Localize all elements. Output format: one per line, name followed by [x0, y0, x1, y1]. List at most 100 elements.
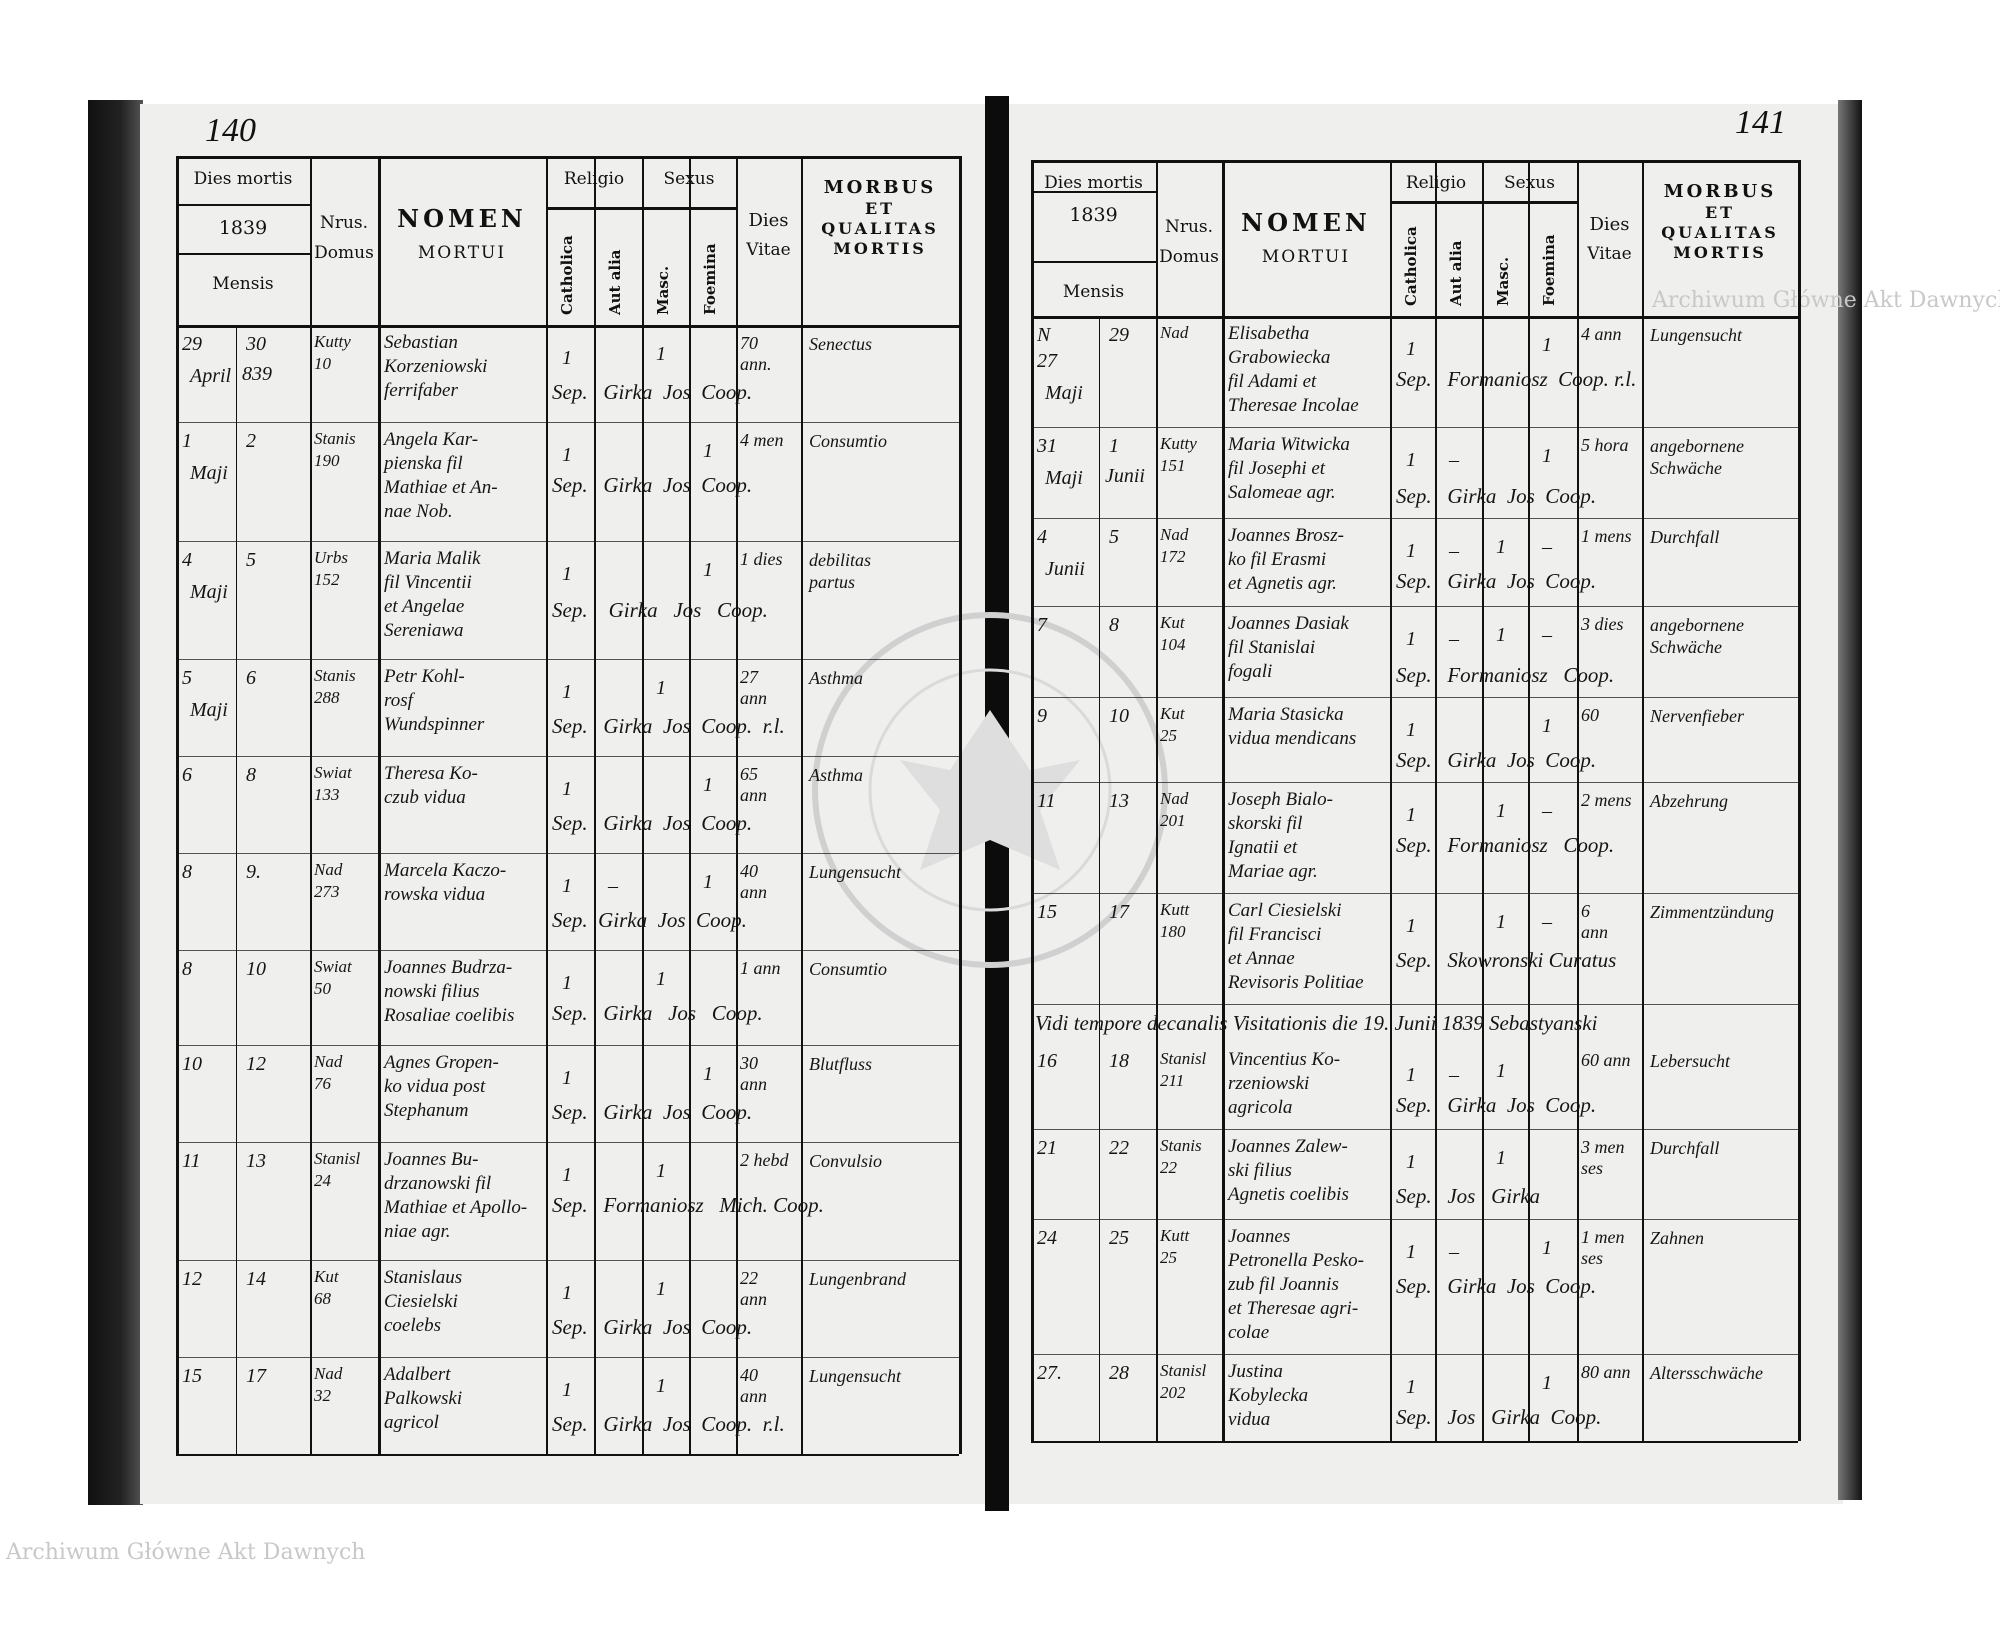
- foemina-mark: –: [1542, 623, 1552, 646]
- morbus-cause: Senectus: [809, 334, 872, 354]
- header-qualitas: QUALITAS: [821, 219, 939, 238]
- header-aut-alia: Aut alia: [606, 249, 624, 315]
- dies-vitae: 80 ann: [1581, 1361, 1631, 1382]
- house-number: Stanis 288: [314, 666, 356, 708]
- left-column-rule: [546, 156, 548, 1454]
- masc-mark: 1: [656, 677, 666, 700]
- header-nomen: NOMEN: [397, 204, 527, 233]
- masc-mark: 1: [656, 1159, 666, 1182]
- catholica-mark: 1: [1406, 540, 1416, 563]
- sepelivit-line: Sep. Girka Jos Coop.: [552, 380, 753, 404]
- masc-mark: 1: [1496, 799, 1506, 822]
- morbus-cause: Zimmentzündung: [1650, 902, 1775, 923]
- dies-vitae: 40 ann: [740, 1365, 767, 1407]
- burial-day: 13: [1109, 789, 1129, 812]
- house-number: Stanis 190: [314, 428, 356, 470]
- deceased-name: Agnes Gropen- ko vidua post Stephanum: [384, 1051, 499, 1121]
- month-extra: Junii: [1105, 465, 1145, 488]
- stamp-ring: [812, 612, 1168, 968]
- right-row-rule: [1031, 697, 1798, 698]
- deceased-name: Petr Kohl- rosf Wundspinner: [384, 666, 485, 736]
- right-column-rule: [1222, 160, 1225, 1441]
- header-morbus: MORBUS: [1663, 181, 1777, 202]
- house-number: Kutt 180: [1160, 900, 1190, 942]
- right-column-rule: [1390, 160, 1392, 1441]
- catholica-mark: 1: [562, 1066, 572, 1089]
- burial-day: 6: [246, 667, 256, 690]
- death-day: 27.: [1037, 1361, 1062, 1384]
- death-day: 6: [182, 764, 192, 787]
- right-row-rule: [1031, 1354, 1798, 1355]
- dies-vitae: 70 ann.: [740, 333, 772, 374]
- header-et: ET: [864, 199, 896, 218]
- header-nrus: Nrus.: [319, 213, 369, 233]
- sepelivit-line: Sep. Skowronski Curatus: [1396, 948, 1617, 973]
- right-column-rule: [1099, 316, 1100, 1441]
- deceased-name: Maria Malik fil Vincentii et Angelae Ser…: [384, 547, 481, 641]
- house-number: Kut 25: [1160, 703, 1185, 745]
- left-table-top-rule: [176, 156, 959, 159]
- header-mortui: MORTUI: [1261, 247, 1351, 267]
- house-number: Stanisl 211: [1160, 1049, 1207, 1091]
- house-number: Urbs 152: [314, 547, 349, 589]
- deceased-name: Vincentius Ko- rzeniowski agricola: [1228, 1049, 1341, 1119]
- deceased-name: Maria Stasicka vidua mendicans: [1228, 703, 1357, 749]
- left-row-rule: [176, 756, 959, 757]
- header-masc: Masc.: [654, 265, 672, 315]
- death-month: Junii: [1045, 558, 1085, 581]
- left-page: [140, 104, 990, 1504]
- death-day: 9: [1037, 704, 1047, 727]
- dies-vitae: 1 mens: [1581, 526, 1632, 547]
- sepelivit-line: Sep. Girka Jos Coop.: [552, 811, 753, 836]
- aut-alia-mark: –: [1449, 449, 1459, 472]
- sepelivit-line: Sep. Girka Jos Coop.: [552, 908, 747, 933]
- masc-mark: 1: [656, 1278, 666, 1301]
- header-year: 1839: [218, 217, 268, 239]
- right-page: [1008, 104, 1843, 1504]
- morbus-cause: Blutfluss: [809, 1053, 873, 1074]
- dies-vitae: 1 men ses: [1581, 1226, 1625, 1268]
- header-dies: Dies: [1589, 214, 1630, 235]
- morbus-cause: Lungensucht: [809, 862, 901, 883]
- right-dies-rule: [1031, 191, 1156, 193]
- morbus-cause: Nervenfieber: [1650, 705, 1744, 726]
- dies-vitae: 6 ann: [1581, 901, 1608, 943]
- burial-day: 13: [246, 1149, 266, 1172]
- morbus-cause: Consumtio: [809, 958, 888, 979]
- catholica-mark: 1: [1406, 449, 1416, 472]
- burial-day: 14: [246, 1268, 266, 1291]
- death-day: 21: [1037, 1137, 1057, 1160]
- foemina-mark: 1: [1542, 1371, 1552, 1394]
- dies-vitae: 2 mens: [1581, 789, 1632, 810]
- catholica-mark: 1: [562, 443, 572, 466]
- right-row-rule: [1031, 518, 1798, 519]
- header-vitae: Vitae: [746, 240, 791, 260]
- morbus-cause: Durchfall: [1650, 527, 1720, 548]
- morbus-cause: Asthma: [809, 668, 863, 689]
- right-column-rule: [1577, 160, 1579, 1441]
- dies-vitae: 30 ann: [740, 1052, 767, 1094]
- aut-alia-mark: –: [608, 875, 618, 898]
- death-day: 31: [1037, 435, 1057, 458]
- dies-vitae: 60 ann: [1581, 1050, 1631, 1071]
- masc-mark: 1: [656, 1375, 666, 1398]
- left-column-rule: [378, 156, 381, 1454]
- morbus-cause: Convulsio: [809, 1150, 883, 1171]
- sepelivit-line: Sep. Girka Jos Coop.: [552, 472, 753, 497]
- house-number: Kut 104: [1160, 612, 1186, 654]
- header-mortis: MORTIS: [1673, 243, 1767, 262]
- morbus-cause: Durchfall: [1650, 1138, 1720, 1159]
- sepelivit-line: Sep. Jos Girka: [1396, 1184, 1541, 1209]
- house-number: Nad 32: [314, 1364, 343, 1406]
- burial-day: 1: [1109, 435, 1119, 458]
- morbus-cause: Lungensucht: [1650, 325, 1742, 345]
- sepelivit-line: Sep. Formaniosz Coop. r.l.: [1396, 367, 1637, 391]
- left-row-rule: [176, 853, 959, 854]
- masc-mark: 1: [1496, 536, 1506, 559]
- deceased-name: Joseph Bialo- skorski fil Ignatii et Mar…: [1228, 788, 1334, 882]
- catholica-mark: 1: [1406, 718, 1416, 741]
- sepelivit-line: Sep. Girka Jos Coop.: [552, 597, 768, 622]
- eagle-emblem-icon: [900, 710, 1080, 870]
- foemina-mark: –: [1542, 799, 1552, 822]
- catholica-mark: 1: [562, 778, 572, 801]
